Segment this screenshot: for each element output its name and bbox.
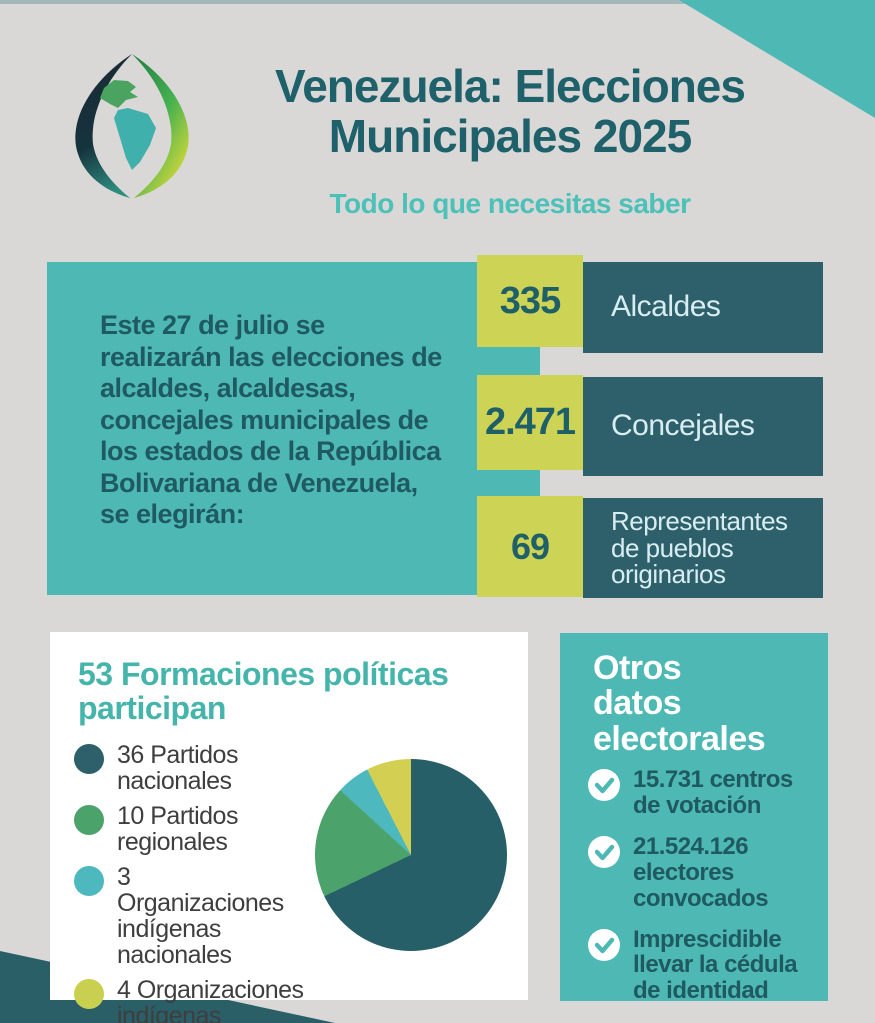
legend-item: 36 Partidos nacionales xyxy=(74,742,318,794)
legend-item: 10 Partidos regionales xyxy=(74,803,318,855)
check-icon xyxy=(588,835,620,868)
logo-leaf-left xyxy=(75,54,132,198)
formations-title: 53 Formaciones políticas participan xyxy=(78,656,449,726)
list-item: 21.524.126 electores convocados xyxy=(588,832,814,912)
other-data-list: 15.731 centros de votación 21.524.126 el… xyxy=(588,767,814,1004)
legend-label: 4 Organizaciones indígenas regionales xyxy=(117,976,304,1023)
list-item-text: 21.524.126 electores convocados xyxy=(633,832,769,912)
list-item-text: Imprescidible llevar la cédula de identi… xyxy=(633,925,798,1005)
page-subtitle: Todo lo que necesitas saber xyxy=(329,188,691,219)
other-data-panel: Otros datos electorales 15.731 centros d… xyxy=(560,633,828,1004)
stat-label-concejales: Concejales xyxy=(583,377,823,476)
legend-item: 4 Organizaciones indígenas regionales xyxy=(74,977,318,1023)
intro-box: Este 27 de julio se realizarán las elecc… xyxy=(47,262,540,595)
page-title: Venezuela: Elecciones Municipales 2025 xyxy=(225,60,795,162)
top-edge-strip xyxy=(0,0,875,4)
legend-dot xyxy=(74,979,104,1009)
check-icon xyxy=(588,928,620,961)
list-item-text: 15.731 centros de votación xyxy=(633,766,793,819)
logo-leaf-right xyxy=(132,54,189,198)
americas-drop-logo xyxy=(75,54,189,198)
legend-item: 3 Organizaciones indígenas nacionales xyxy=(74,864,318,968)
page-title-line1: Venezuela: Elecciones xyxy=(275,60,746,112)
stat-label-text: Representantes de pueblos originarios xyxy=(611,506,788,590)
check-icon xyxy=(588,769,620,801)
stat-label-text: Concejales xyxy=(611,409,755,443)
list-item: Imprescidible llevar la cédula de identi… xyxy=(588,925,814,1005)
pie-chart xyxy=(315,759,507,951)
list-item: 15.731 centros de votación xyxy=(588,767,814,819)
formations-card: 53 Formaciones políticas participan 36 P… xyxy=(50,632,528,1023)
stat-label-representantes: Representantes de pueblos originarios xyxy=(583,498,823,598)
intro-text: Este 27 de julio se realizarán las elecc… xyxy=(100,310,442,530)
stat-label-alcaldes: Alcaldes xyxy=(583,262,823,353)
stat-label-text: Alcaldes xyxy=(611,290,721,324)
stat-value-concejales: 2.471 xyxy=(477,375,583,470)
stat-value-representantes: 69 xyxy=(477,496,583,597)
legend-label: 36 Partidos nacionales xyxy=(117,741,238,795)
logo-north-america xyxy=(100,80,138,108)
stat-value-alcaldes: 335 xyxy=(477,255,583,347)
other-data-title: Otros datos electorales xyxy=(593,649,766,758)
legend-label: 3 Organizaciones indígenas nacionales xyxy=(117,863,284,969)
logo-south-america xyxy=(114,108,156,170)
pie-legend: 36 Partidos nacionales 10 Partidos regio… xyxy=(74,742,318,1023)
legend-label: 10 Partidos regionales xyxy=(117,802,238,856)
legend-dot xyxy=(74,744,104,774)
legend-dot xyxy=(74,866,104,896)
page-title-line2: Municipales 2025 xyxy=(328,109,692,162)
legend-dot xyxy=(74,805,104,835)
